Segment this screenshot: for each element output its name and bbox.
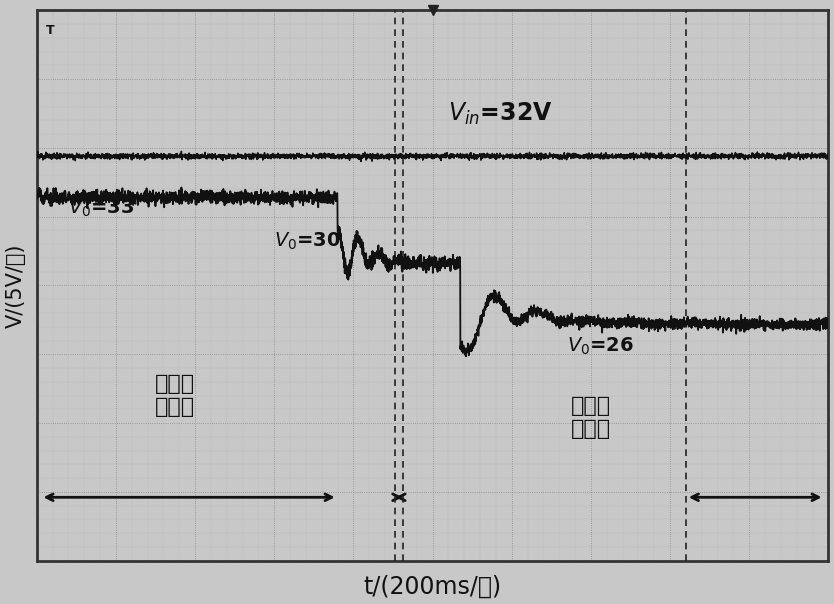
X-axis label: t/(200ms/格): t/(200ms/格) <box>364 574 501 599</box>
Text: 过渡升
压模式: 过渡升 压模式 <box>155 374 195 417</box>
Text: $V_0$=33: $V_0$=33 <box>68 198 135 219</box>
Text: 过渡降
压模式: 过渡降 压模式 <box>570 396 611 439</box>
Text: $V_0$=30: $V_0$=30 <box>274 231 341 252</box>
Text: $V_0$=26: $V_0$=26 <box>567 335 634 357</box>
Text: $V_{in}$=32V: $V_{in}$=32V <box>449 100 553 127</box>
Y-axis label: V/(5V/格): V/(5V/格) <box>6 243 26 328</box>
Text: T: T <box>46 24 55 37</box>
